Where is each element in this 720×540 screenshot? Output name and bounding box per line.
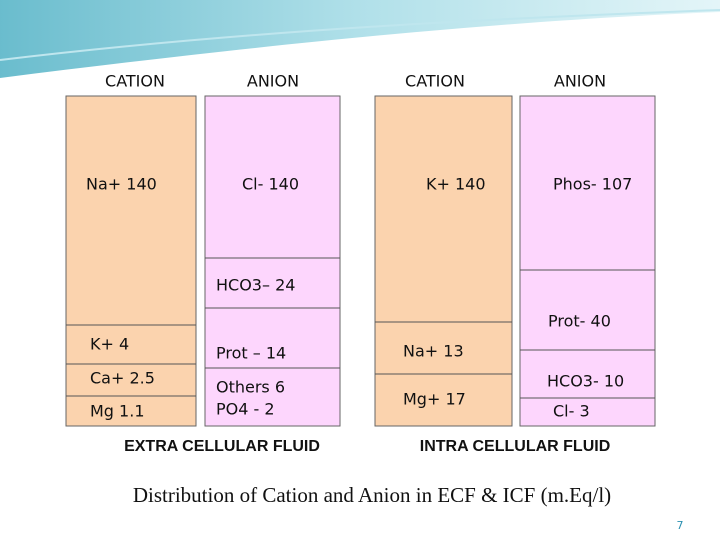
header: ANION [247,72,299,91]
header: CATION [105,72,165,91]
ion-label: Cl- 140 [242,175,299,194]
compartment-label: EXTRA CELLULAR FLUID [124,438,320,455]
header: CATION [405,72,465,91]
slide-title: Distribution of Cation and Anion in ECF … [133,483,611,507]
ion-label: Na+ 140 [86,175,157,194]
ion-label: Mg+ 17 [403,390,466,409]
ion-label: HCO3- 10 [547,372,624,391]
ion-label: Mg 1.1 [90,402,145,421]
ion-label: PO4 - 2 [216,400,275,419]
header-wave [0,0,720,78]
ion-label: Prot- 40 [548,312,611,331]
wave-line [0,9,720,61]
ion-label: Ca+ 2.5 [90,369,155,388]
ion-label: Prot – 14 [216,344,286,363]
ecf-cation-column [65,95,197,427]
ion-label: K+ 4 [90,335,129,354]
ion-label: Cl- 3 [553,402,590,421]
icf-cation-column [374,95,513,427]
ion-label: K+ 140 [426,175,486,194]
page-number: 7 [677,519,684,532]
ion-label: Others 6 [216,378,285,397]
header: ANION [554,72,606,91]
ecf-anion-column [204,95,341,427]
ion-label: HCO3– 24 [216,276,295,295]
ion-label: Na+ 13 [403,342,464,361]
compartment-label: INTRA CELLULAR FLUID [420,438,611,455]
icf-anion-column [519,95,656,427]
ion-label: Phos- 107 [553,175,632,194]
